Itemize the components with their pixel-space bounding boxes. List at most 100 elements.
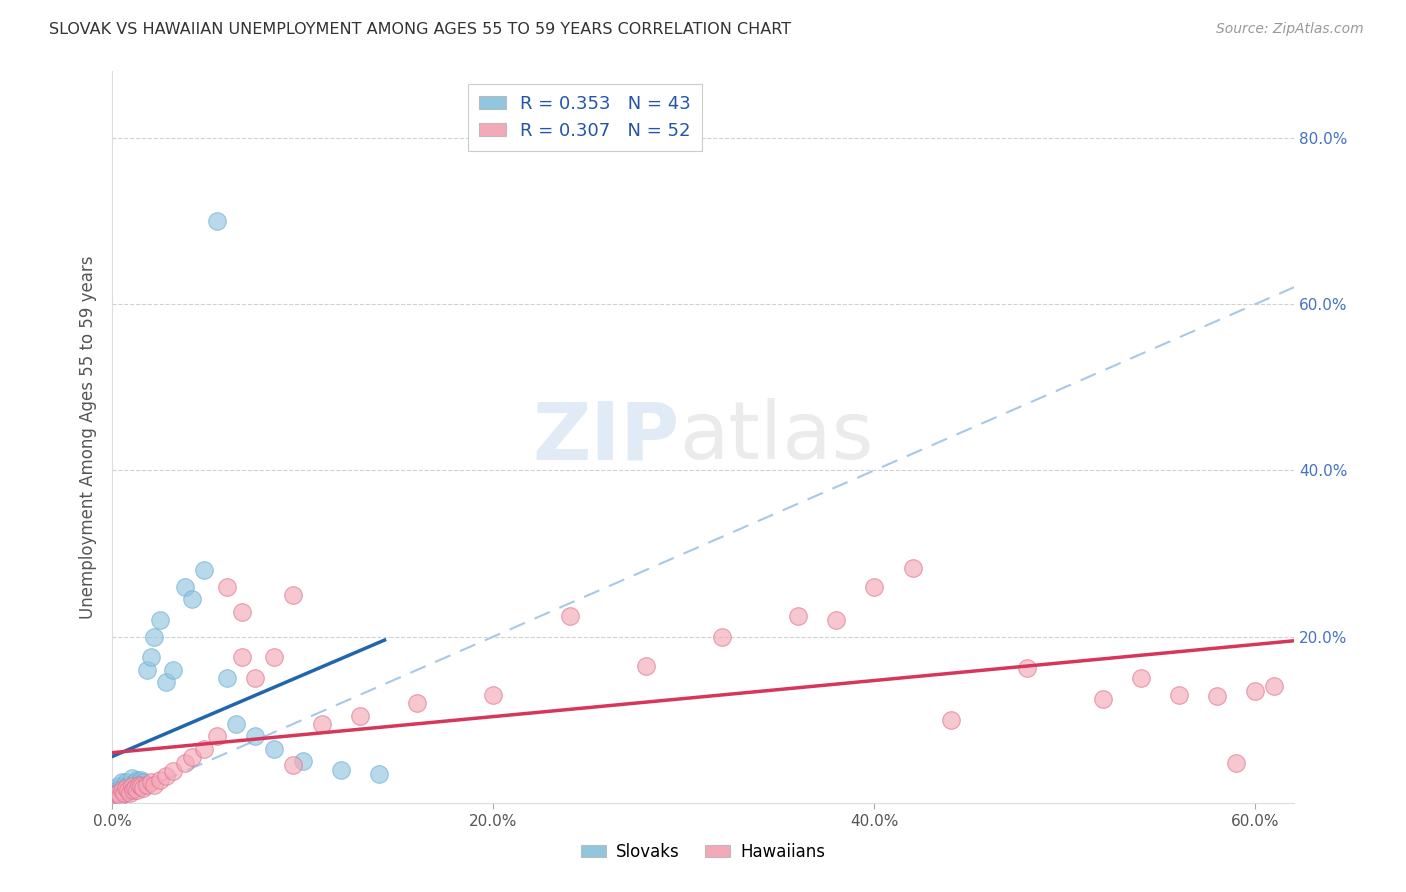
- Point: [121, 771, 143, 785]
- Point: [114, 786, 136, 800]
- Point: [181, 750, 204, 764]
- Point: [128, 775, 150, 789]
- Legend: Slovaks, Hawaiians: Slovaks, Hawaiians: [575, 837, 831, 868]
- Point: [129, 779, 152, 793]
- Point: [117, 780, 139, 795]
- Point: [149, 613, 172, 627]
- Point: [225, 716, 247, 731]
- Point: [122, 783, 145, 797]
- Point: [127, 772, 149, 787]
- Point: [108, 788, 131, 802]
- Point: [112, 786, 135, 800]
- Point: [117, 783, 139, 797]
- Point: [114, 780, 136, 795]
- Point: [108, 789, 131, 804]
- Point: [330, 763, 353, 777]
- Point: [263, 741, 285, 756]
- Point: [1168, 688, 1191, 702]
- Point: [112, 779, 135, 793]
- Text: SLOVAK VS HAWAIIAN UNEMPLOYMENT AMONG AGES 55 TO 59 YEARS CORRELATION CHART: SLOVAK VS HAWAIIAN UNEMPLOYMENT AMONG AG…: [49, 22, 792, 37]
- Point: [207, 214, 229, 228]
- Point: [406, 696, 429, 710]
- Point: [143, 778, 166, 792]
- Point: [107, 786, 129, 800]
- Point: [111, 775, 134, 789]
- Point: [162, 663, 184, 677]
- Point: [193, 563, 215, 577]
- Point: [1225, 756, 1247, 770]
- Point: [129, 779, 152, 793]
- Point: [127, 783, 149, 797]
- Point: [111, 783, 134, 797]
- Point: [121, 779, 143, 793]
- Point: [181, 592, 204, 607]
- Point: [711, 630, 734, 644]
- Point: [245, 729, 267, 743]
- Point: [118, 783, 141, 797]
- Point: [105, 788, 128, 802]
- Point: [124, 775, 146, 789]
- Point: [135, 663, 157, 677]
- Point: [482, 688, 505, 702]
- Point: [283, 758, 305, 772]
- Point: [124, 780, 146, 795]
- Point: [193, 741, 215, 756]
- Point: [155, 675, 177, 690]
- Point: [121, 779, 143, 793]
- Point: [1092, 692, 1115, 706]
- Point: [129, 772, 152, 787]
- Point: [132, 780, 155, 795]
- Point: [173, 580, 195, 594]
- Point: [117, 778, 139, 792]
- Point: [291, 754, 314, 768]
- Point: [122, 780, 145, 795]
- Point: [139, 650, 162, 665]
- Point: [311, 716, 333, 731]
- Point: [103, 789, 125, 804]
- Point: [149, 772, 172, 787]
- Point: [1015, 661, 1038, 675]
- Point: [1130, 671, 1153, 685]
- Point: [863, 580, 886, 594]
- Point: [111, 783, 134, 797]
- Point: [118, 786, 141, 800]
- Point: [368, 766, 391, 780]
- Point: [215, 671, 238, 685]
- Point: [139, 775, 162, 789]
- Point: [787, 608, 810, 623]
- Point: [112, 783, 135, 797]
- Point: [105, 788, 128, 802]
- Point: [155, 769, 177, 783]
- Point: [939, 713, 962, 727]
- Point: [231, 650, 253, 665]
- Text: atlas: atlas: [679, 398, 873, 476]
- Point: [207, 729, 229, 743]
- Point: [1206, 690, 1229, 704]
- Point: [105, 783, 128, 797]
- Text: ZIP: ZIP: [531, 398, 679, 476]
- Point: [107, 779, 129, 793]
- Point: [143, 630, 166, 644]
- Point: [1263, 680, 1285, 694]
- Point: [231, 605, 253, 619]
- Point: [558, 608, 581, 623]
- Y-axis label: Unemployment Among Ages 55 to 59 years: Unemployment Among Ages 55 to 59 years: [79, 255, 97, 619]
- Point: [283, 588, 305, 602]
- Point: [108, 780, 131, 795]
- Point: [114, 775, 136, 789]
- Point: [901, 561, 924, 575]
- Point: [263, 650, 285, 665]
- Point: [825, 613, 848, 627]
- Point: [107, 786, 129, 800]
- Point: [128, 778, 150, 792]
- Point: [215, 580, 238, 594]
- Text: Source: ZipAtlas.com: Source: ZipAtlas.com: [1216, 22, 1364, 37]
- Point: [349, 708, 371, 723]
- Point: [245, 671, 267, 685]
- Point: [127, 779, 149, 793]
- Point: [173, 756, 195, 770]
- Point: [634, 658, 657, 673]
- Point: [132, 775, 155, 789]
- Point: [135, 778, 157, 792]
- Point: [162, 764, 184, 779]
